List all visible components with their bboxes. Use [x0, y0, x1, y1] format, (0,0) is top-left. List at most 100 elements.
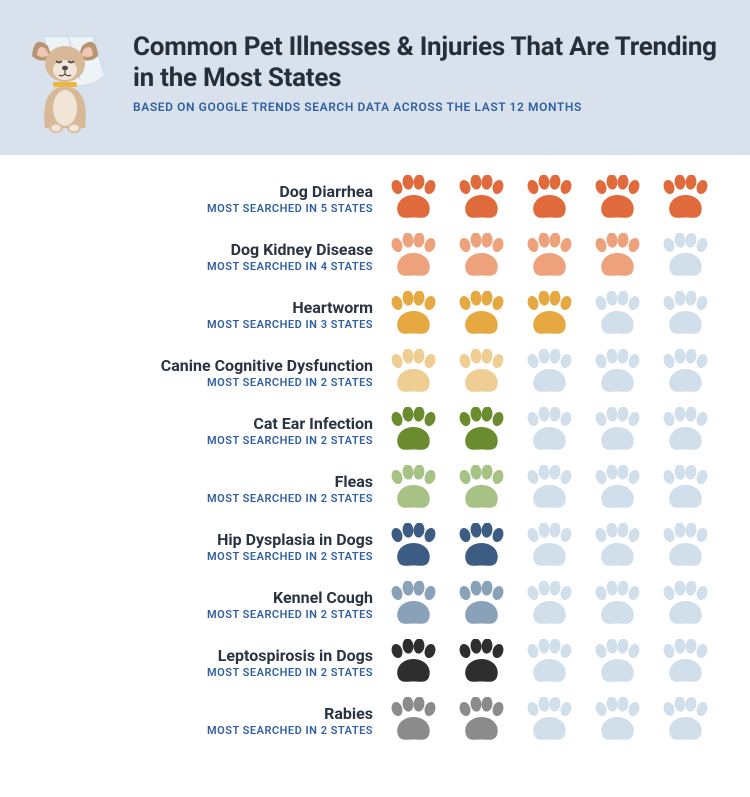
paw-icon — [387, 291, 437, 338]
paw-icon — [455, 697, 505, 744]
paw-row — [387, 697, 732, 744]
paw-icon — [455, 581, 505, 628]
header: Common Pet Illnesses & Injuries That Are… — [0, 0, 750, 155]
paw-icon-empty — [659, 523, 709, 570]
paw-icon-empty — [591, 465, 641, 512]
paw-icon — [591, 233, 641, 280]
item-sublabel: MOST SEARCHED IN 4 STATES — [18, 260, 373, 273]
paw-icon-empty — [591, 291, 641, 338]
paw-icon-empty — [659, 291, 709, 338]
paw-icon-empty — [591, 407, 641, 454]
paw-icon — [387, 407, 437, 454]
list-item: Dog Kidney DiseaseMOST SEARCHED IN 4 STA… — [18, 233, 732, 280]
paw-icon — [455, 175, 505, 222]
list-item: Canine Cognitive DysfunctionMOST SEARCHE… — [18, 349, 732, 396]
paw-icon-empty — [523, 639, 573, 686]
paw-icon-empty — [659, 407, 709, 454]
item-name: Rabies — [18, 704, 373, 723]
paw-row — [387, 349, 732, 396]
header-text: Common Pet Illnesses & Injuries That Are… — [133, 28, 730, 114]
paw-icon — [659, 175, 709, 222]
paw-icon-empty — [659, 233, 709, 280]
paw-icon — [387, 697, 437, 744]
paw-icon-empty — [591, 639, 641, 686]
list-item: HeartwormMOST SEARCHED IN 3 STATES — [18, 291, 732, 338]
item-labels: Leptospirosis in DogsMOST SEARCHED IN 2 … — [18, 646, 373, 679]
item-sublabel: MOST SEARCHED IN 2 STATES — [18, 724, 373, 737]
item-name: Heartworm — [18, 298, 373, 317]
item-sublabel: MOST SEARCHED IN 3 STATES — [18, 318, 373, 331]
paw-icon — [455, 233, 505, 280]
item-sublabel: MOST SEARCHED IN 2 STATES — [18, 492, 373, 505]
item-sublabel: MOST SEARCHED IN 2 STATES — [18, 608, 373, 621]
paw-row — [387, 407, 732, 454]
item-name: Leptospirosis in Dogs — [18, 646, 373, 665]
item-sublabel: MOST SEARCHED IN 2 STATES — [18, 434, 373, 447]
item-name: Dog Diarrhea — [18, 182, 373, 201]
list-item: RabiesMOST SEARCHED IN 2 STATES — [18, 697, 732, 744]
paw-row — [387, 639, 732, 686]
list-item: FleasMOST SEARCHED IN 2 STATES — [18, 465, 732, 512]
item-labels: Dog DiarrheaMOST SEARCHED IN 5 STATES — [18, 182, 373, 215]
list-item: Kennel CoughMOST SEARCHED IN 2 STATES — [18, 581, 732, 628]
paw-icon — [523, 233, 573, 280]
paw-icon-empty — [523, 523, 573, 570]
item-name: Cat Ear Infection — [18, 414, 373, 433]
paw-icon-empty — [523, 407, 573, 454]
paw-icon — [523, 175, 573, 222]
paw-icon-empty — [591, 697, 641, 744]
item-labels: Canine Cognitive DysfunctionMOST SEARCHE… — [18, 356, 373, 389]
item-labels: Cat Ear InfectionMOST SEARCHED IN 2 STAT… — [18, 414, 373, 447]
item-labels: RabiesMOST SEARCHED IN 2 STATES — [18, 704, 373, 737]
item-name: Hip Dysplasia in Dogs — [18, 530, 373, 549]
item-labels: HeartwormMOST SEARCHED IN 3 STATES — [18, 298, 373, 331]
paw-row — [387, 523, 732, 570]
paw-icon-empty — [659, 349, 709, 396]
list-item: Hip Dysplasia in DogsMOST SEARCHED IN 2 … — [18, 523, 732, 570]
paw-icon — [591, 175, 641, 222]
paw-icon — [387, 465, 437, 512]
item-sublabel: MOST SEARCHED IN 2 STATES — [18, 666, 373, 679]
item-labels: Kennel CoughMOST SEARCHED IN 2 STATES — [18, 588, 373, 621]
paw-icon-empty — [523, 349, 573, 396]
paw-icon-empty — [591, 581, 641, 628]
paw-icon — [387, 175, 437, 222]
paw-icon-empty — [523, 581, 573, 628]
item-name: Dog Kidney Disease — [18, 240, 373, 259]
paw-icon — [455, 465, 505, 512]
list-item: Dog DiarrheaMOST SEARCHED IN 5 STATES — [18, 175, 732, 222]
item-name: Canine Cognitive Dysfunction — [18, 356, 373, 375]
paw-icon-empty — [659, 465, 709, 512]
paw-icon — [455, 407, 505, 454]
dog-illustration-icon — [20, 28, 115, 133]
paw-row — [387, 175, 732, 222]
paw-icon — [387, 349, 437, 396]
paw-row — [387, 233, 732, 280]
item-name: Fleas — [18, 472, 373, 491]
paw-icon — [387, 639, 437, 686]
paw-icon — [523, 291, 573, 338]
paw-row — [387, 465, 732, 512]
paw-icon — [387, 523, 437, 570]
paw-icon — [455, 639, 505, 686]
paw-icon — [387, 581, 437, 628]
paw-icon-empty — [659, 639, 709, 686]
paw-icon-empty — [523, 465, 573, 512]
item-labels: FleasMOST SEARCHED IN 2 STATES — [18, 472, 373, 505]
item-sublabel: MOST SEARCHED IN 2 STATES — [18, 376, 373, 389]
item-labels: Hip Dysplasia in DogsMOST SEARCHED IN 2 … — [18, 530, 373, 563]
paw-icon — [455, 523, 505, 570]
list-item: Leptospirosis in DogsMOST SEARCHED IN 2 … — [18, 639, 732, 686]
list-item: Cat Ear InfectionMOST SEARCHED IN 2 STAT… — [18, 407, 732, 454]
item-sublabel: MOST SEARCHED IN 5 STATES — [18, 202, 373, 215]
paw-row — [387, 581, 732, 628]
paw-icon — [455, 291, 505, 338]
paw-icon-empty — [591, 523, 641, 570]
paw-icon — [387, 233, 437, 280]
item-name: Kennel Cough — [18, 588, 373, 607]
page-title: Common Pet Illnesses & Injuries That Are… — [133, 32, 730, 94]
page-subtitle: BASED ON GOOGLE TRENDS SEARCH DATA ACROS… — [133, 100, 730, 114]
paw-icon-empty — [523, 697, 573, 744]
paw-icon-empty — [659, 697, 709, 744]
item-sublabel: MOST SEARCHED IN 2 STATES — [18, 550, 373, 563]
